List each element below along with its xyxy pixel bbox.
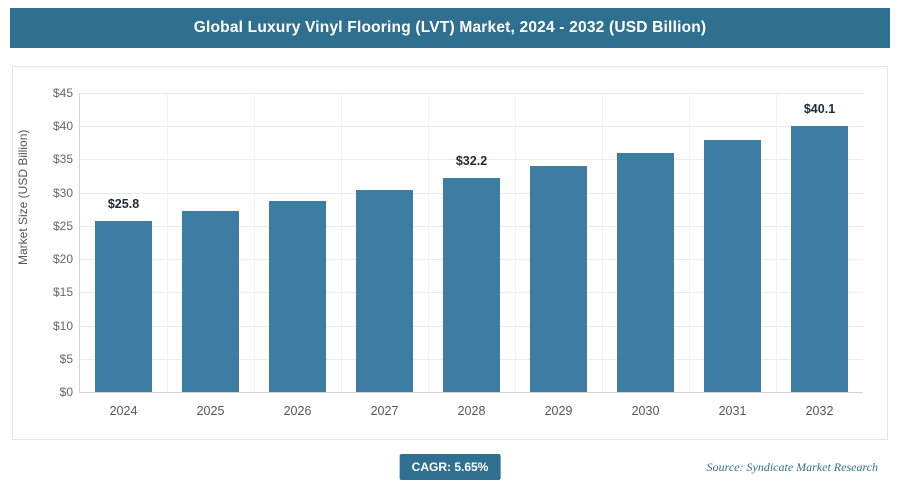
y-axis-tick-label: $30 bbox=[52, 185, 73, 200]
y-axis-tick-label: $45 bbox=[52, 86, 73, 100]
x-axis-tick-label: 2026 bbox=[283, 404, 312, 418]
gridline-vertical bbox=[341, 93, 342, 392]
gridline-vertical bbox=[428, 93, 429, 392]
chart-container: Market Size (USD Billion) $0 $5 $10 $15 $20 $… bbox=[12, 66, 888, 440]
x-axis-tick-label: 2031 bbox=[718, 404, 747, 418]
bar-2027 bbox=[355, 190, 414, 392]
gridline-horizontal bbox=[80, 93, 863, 94]
y-axis-tick-label: $35 bbox=[52, 152, 73, 167]
bar-2028 bbox=[442, 178, 501, 392]
y-axis-title: Market Size (USD Billion) bbox=[16, 129, 30, 265]
bar-2025 bbox=[181, 210, 240, 392]
x-axis-tick-label: 2027 bbox=[370, 404, 399, 418]
gridline-vertical bbox=[254, 93, 255, 392]
bar-value-label: $40.1 bbox=[803, 101, 836, 116]
x-axis-tick-label: 2029 bbox=[544, 404, 573, 418]
plot-area: $0 $5 $10 $15 $20 $25 $30 $35 $40 $45 $25.8 2024 202… bbox=[53, 86, 863, 418]
y-axis-tick-label: $5 bbox=[59, 351, 73, 366]
bar-2030 bbox=[616, 153, 675, 392]
x-axis-tick-label: 2024 bbox=[109, 404, 138, 418]
page-title: Global Luxury Vinyl Flooring (LVT) Marke… bbox=[193, 19, 707, 36]
bar-2032 bbox=[790, 125, 849, 392]
gridline-vertical bbox=[515, 93, 516, 392]
x-axis-tick-label: 2028 bbox=[457, 404, 486, 418]
y-axis-tick-label: $0 bbox=[59, 385, 73, 399]
bar-value-label: $32.2 bbox=[455, 154, 488, 169]
y-axis-tick-label: $10 bbox=[52, 318, 73, 333]
x-axis-tick-label: 2025 bbox=[196, 404, 225, 418]
gridline-vertical bbox=[167, 93, 168, 392]
source-attribution: Source: Syndicate Market Research bbox=[706, 460, 878, 474]
x-axis-tick-label: 2030 bbox=[631, 404, 660, 418]
y-axis-tick-label: $20 bbox=[52, 252, 73, 267]
bar-2031 bbox=[703, 140, 762, 392]
cagr-badge: CAGR: 5.65% bbox=[399, 454, 501, 480]
gridline-horizontal bbox=[80, 126, 863, 128]
y-axis-tick-label: $15 bbox=[52, 285, 73, 300]
bar-2026 bbox=[268, 200, 327, 392]
gridline-vertical bbox=[689, 93, 690, 392]
gridline-horizontal bbox=[80, 159, 863, 161]
bar-2024 bbox=[94, 220, 153, 392]
chart-footer: CAGR: 5.65% Source: Syndicate Market Res… bbox=[12, 452, 888, 486]
bar-value-label: $25.8 bbox=[107, 196, 140, 211]
gridline-vertical bbox=[602, 93, 603, 392]
y-axis-tick-label: $25 bbox=[52, 218, 73, 233]
y-axis-tick-label: $40 bbox=[52, 119, 73, 134]
gridline-vertical bbox=[776, 93, 777, 392]
x-axis-tick-label: 2032 bbox=[805, 404, 834, 418]
chart-title-banner: Global Luxury Vinyl Flooring (LVT) Marke… bbox=[10, 8, 890, 48]
bar-2029 bbox=[529, 166, 588, 392]
